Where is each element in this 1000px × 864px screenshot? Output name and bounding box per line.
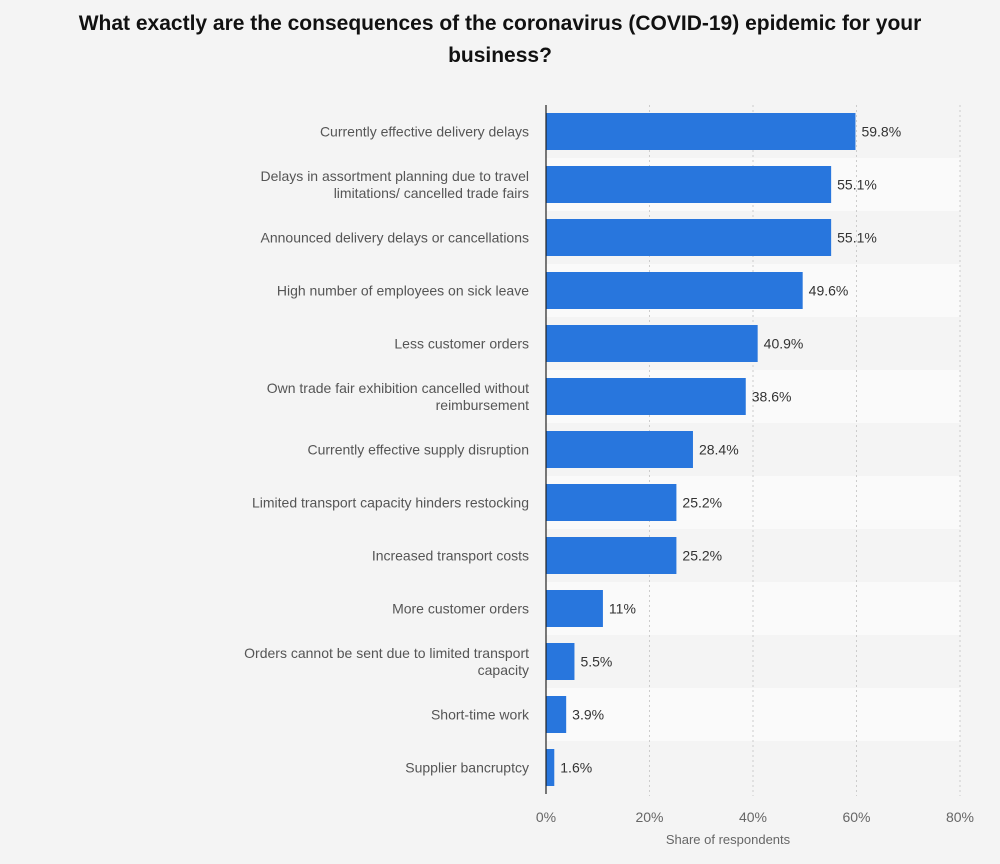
bar	[546, 749, 555, 786]
data-label: 49.6%	[809, 283, 849, 299]
category-label: More customer orders	[392, 601, 529, 617]
bar	[546, 113, 856, 150]
category-label: Currently effective delivery delays	[320, 124, 529, 140]
category-label: Orders cannot be sent due to limited tra…	[244, 645, 529, 678]
x-tick-label: 40%	[739, 809, 767, 825]
data-label: 25.2%	[682, 548, 722, 564]
category-label: High number of employees on sick leave	[277, 283, 529, 299]
data-label: 59.8%	[861, 124, 901, 140]
data-label: 25.2%	[682, 495, 722, 511]
bar	[546, 537, 677, 574]
x-tick-label: 80%	[946, 809, 974, 825]
data-label: 40.9%	[764, 336, 804, 352]
data-label: 38.6%	[752, 389, 792, 405]
bar	[546, 484, 677, 521]
category-label: Less customer orders	[394, 336, 529, 352]
data-label: 11%	[609, 601, 636, 617]
data-label: 3.9%	[572, 707, 604, 723]
category-label: Short-time work	[431, 707, 530, 723]
x-tick-label: 60%	[842, 809, 870, 825]
category-label: Limited transport capacity hinders resto…	[252, 495, 529, 511]
bar	[546, 166, 832, 203]
bar	[546, 272, 803, 309]
category-label: Currently effective supply disruption	[307, 442, 529, 458]
data-label: 55.1%	[837, 177, 877, 193]
bar	[546, 325, 758, 362]
data-label: 1.6%	[560, 760, 592, 776]
chart-title: What exactly are the consequences of the…	[78, 12, 922, 67]
bar	[546, 696, 567, 733]
category-label: Announced delivery delays or cancellatio…	[261, 230, 530, 246]
x-tick-label: 0%	[536, 809, 556, 825]
data-label: 5.5%	[580, 654, 612, 670]
data-label: 28.4%	[699, 442, 739, 458]
category-label: Increased transport costs	[372, 548, 529, 564]
category-label: Supplier bancruptcy	[405, 760, 529, 776]
x-tick-label: 20%	[635, 809, 663, 825]
data-label: 55.1%	[837, 230, 877, 246]
bar	[546, 431, 693, 468]
bar	[546, 219, 832, 256]
category-label: Own trade fair exhibition cancelled with…	[267, 380, 529, 413]
bar	[546, 590, 603, 627]
bar	[546, 378, 746, 415]
bar	[546, 643, 575, 680]
x-axis-title: Share of respondents	[666, 832, 791, 847]
category-label: Delays in assortment planning due to tra…	[261, 168, 529, 201]
